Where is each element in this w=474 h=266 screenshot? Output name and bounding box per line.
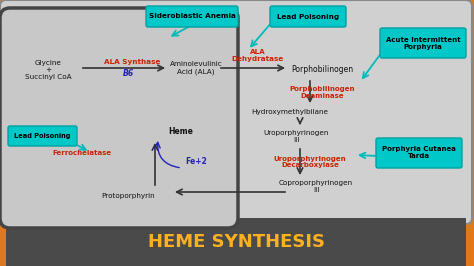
FancyBboxPatch shape [8, 126, 77, 146]
Text: Aminolevulinic
Acid (ALA): Aminolevulinic Acid (ALA) [170, 61, 222, 75]
FancyBboxPatch shape [0, 8, 238, 228]
Text: Ferrochelatase: Ferrochelatase [53, 150, 111, 156]
Text: Porphobilinogen
Deaminase: Porphobilinogen Deaminase [289, 85, 355, 98]
Text: Glycine
+
Succinyl CoA: Glycine + Succinyl CoA [25, 60, 71, 80]
Text: Porphobilinogen: Porphobilinogen [291, 65, 353, 74]
Text: B6: B6 [122, 69, 134, 78]
Text: ALA
Dehydratase: ALA Dehydratase [232, 49, 284, 63]
Text: Porphyria Cutanea
Tarda: Porphyria Cutanea Tarda [382, 147, 456, 160]
Bar [6, 218, 466, 266]
FancyBboxPatch shape [376, 138, 462, 168]
Text: Fe+2: Fe+2 [185, 157, 207, 167]
Text: Lead Poisoning: Lead Poisoning [277, 14, 339, 19]
Text: Acute Intermittent
Porphyria: Acute Intermittent Porphyria [386, 36, 460, 49]
FancyBboxPatch shape [380, 28, 466, 58]
Text: Heme: Heme [168, 127, 193, 136]
Text: ALA Synthase: ALA Synthase [104, 59, 160, 65]
Text: Uroporphyrinogen
III: Uroporphyrinogen III [264, 130, 328, 143]
FancyBboxPatch shape [0, 0, 472, 224]
Text: Lead Poisoning: Lead Poisoning [14, 133, 71, 139]
Text: Hydroxymethylbilane: Hydroxymethylbilane [252, 109, 328, 115]
Text: Sideroblastic Anemia: Sideroblastic Anemia [148, 14, 236, 19]
Text: Uroporphyrinogen
Decarboxylase: Uroporphyrinogen Decarboxylase [273, 156, 346, 168]
FancyBboxPatch shape [146, 6, 238, 27]
Text: Protoporphyrin: Protoporphyrin [101, 193, 155, 199]
Text: HEME SYNTHESIS: HEME SYNTHESIS [148, 233, 326, 251]
FancyBboxPatch shape [270, 6, 346, 27]
Text: Coproporphyrinogen
III: Coproporphyrinogen III [279, 180, 353, 193]
